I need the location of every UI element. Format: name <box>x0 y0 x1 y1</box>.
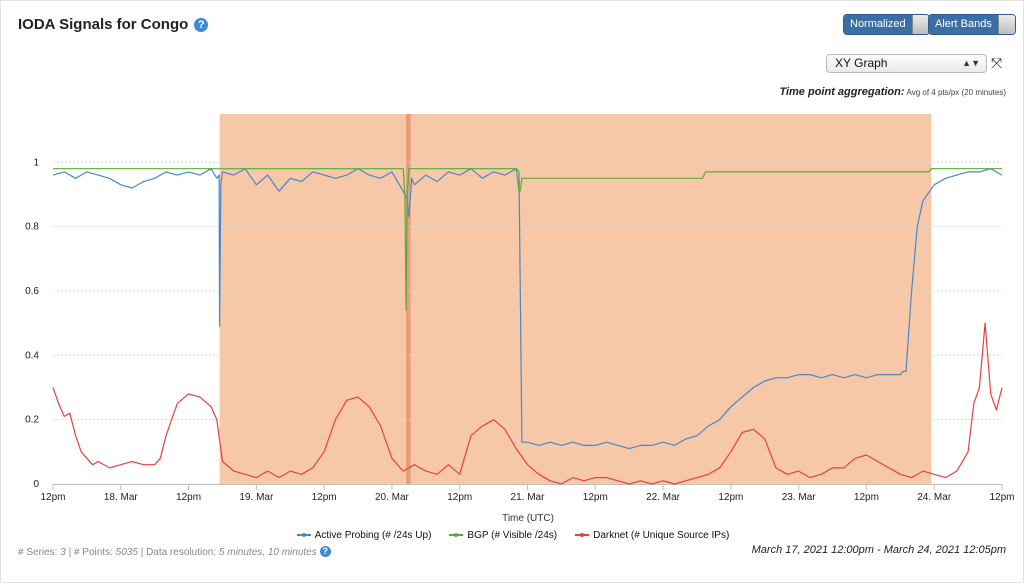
series-line <box>52 168 1003 450</box>
series-value: 3 <box>60 547 66 558</box>
points-value: 5035 <box>115 547 138 558</box>
toggle-knob-icon <box>997 15 1015 34</box>
fullscreen-icon[interactable]: ⤧ <box>991 55 1003 71</box>
alert-band <box>406 114 411 484</box>
legend-label: Active Probing (# /24s Up) <box>314 529 432 541</box>
aggregation-label: Time point aggregation: <box>779 86 905 98</box>
y-tick-label: 1 <box>33 157 39 168</box>
chart-legend: Active Probing (# /24s Up) BGP (# Visible… <box>1 528 1024 541</box>
y-tick-label: 0.6 <box>25 286 39 297</box>
resolution-label: Data resolution: <box>146 547 217 558</box>
legend-item[interactable]: BGP (# Visible /24s) <box>449 530 557 541</box>
y-tick-label: 0.4 <box>25 350 39 361</box>
x-tick-label: 22. Mar <box>646 492 681 503</box>
legend-item[interactable]: Active Probing (# /24s Up) <box>296 529 432 541</box>
normalized-toggle-label: Normalized <box>844 15 912 34</box>
x-tick-label: 12pm <box>854 492 879 503</box>
legend-swatch-icon <box>449 533 464 537</box>
graph-type-value: XY Graph <box>835 56 888 70</box>
page-title-text: IODA Signals for Congo <box>18 16 189 33</box>
page-title: IODA Signals for Congo? <box>18 16 209 33</box>
aggregation-value: Avg of 4 pts/px (20 minutes) <box>906 88 1006 97</box>
resolution-value: 5 minutes, 10 minutes <box>218 547 317 558</box>
points-label: # Points: <box>73 547 113 558</box>
normalized-toggle[interactable]: Normalized <box>844 15 929 34</box>
x-tick-label: 20. Mar <box>375 492 410 503</box>
x-tick-label: 12pm <box>447 492 472 503</box>
x-tick-label: 12pm <box>718 492 743 503</box>
x-tick-label: 18. Mar <box>104 492 139 503</box>
alert-bands-toggle-label: Alert Bands <box>929 15 998 34</box>
help-icon[interactable]: ? <box>319 546 331 557</box>
series-line <box>53 168 1002 311</box>
legend-label: BGP (# Visible /24s) <box>467 529 558 541</box>
alert-bands-toggle[interactable]: Alert Bands <box>929 15 1015 34</box>
x-tick-label: 21. Mar <box>511 492 546 503</box>
graph-type-select[interactable]: XY Graph ▲▼ <box>826 54 987 73</box>
footer-stats: # Series: 3 | # Points: 5035 | Data reso… <box>18 546 331 558</box>
legend-swatch-icon <box>575 533 590 537</box>
x-tick-label: 23. Mar <box>782 492 817 503</box>
legend-item[interactable]: Darknet (# Unique Source IPs) <box>575 530 729 541</box>
y-tick-label: 0.8 <box>25 222 39 233</box>
time-range: March 17, 2021 12:00pm - March 24, 2021 … <box>751 544 1006 556</box>
x-tick-label: 12pm <box>312 492 337 503</box>
toggle-knob-icon <box>911 15 929 34</box>
help-icon[interactable]: ? <box>194 18 209 32</box>
aggregation-info: Time point aggregation: Avg of 4 pts/px (… <box>779 86 1006 98</box>
select-arrows-icon: ▲▼ <box>962 58 980 68</box>
y-tick-label: 0.2 <box>25 415 39 426</box>
legend-swatch-icon <box>296 533 311 537</box>
series-label: # Series: <box>18 547 58 558</box>
x-tick-label: 12pm <box>583 492 608 503</box>
x-tick-label: 12pm <box>176 492 201 503</box>
series-line <box>52 322 1003 485</box>
x-axis-title: Time (UTC) <box>502 513 554 524</box>
alert-band <box>219 114 932 484</box>
x-tick-label: 24. Mar <box>917 492 952 503</box>
x-tick-label: 19. Mar <box>239 492 274 503</box>
y-tick-label: 0 <box>33 479 39 490</box>
x-tick-label: 12pm <box>989 492 1014 503</box>
x-tick-label: 12pm <box>40 492 65 503</box>
legend-label: Darknet (# Unique Source IPs) <box>593 529 730 541</box>
